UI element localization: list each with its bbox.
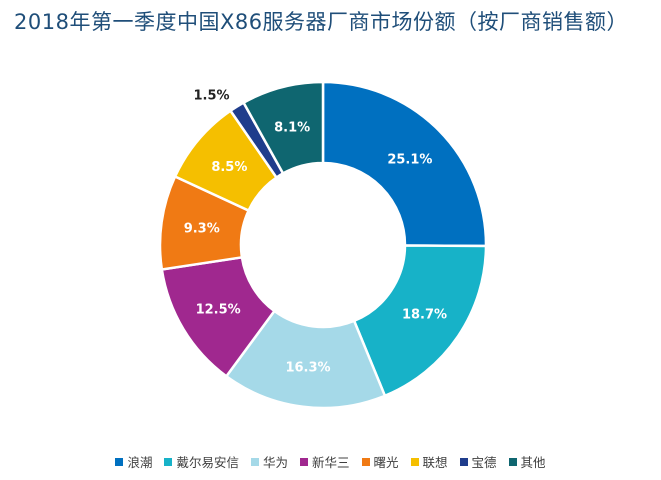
legend-item: 戴尔易安信 [164,452,239,471]
slice-value-label: 8.5% [211,160,247,175]
legend-item: 其他 [508,452,546,471]
legend-label: 戴尔易安信 [176,455,239,470]
slice-value-label: 18.7% [402,308,447,323]
legend-swatch [299,457,308,466]
slice-value-label: 16.3% [285,361,330,376]
chart-title: 2018年第一季度中国X86服务器厂商市场份额（按厂商销售额） [14,10,629,34]
legend-swatch [164,457,173,466]
legend-item: 华为 [250,452,288,471]
chart-legend: 浪潮 戴尔易安信 华为 新华三 曙光 联想 宝德 其他 [0,452,661,471]
legend-item: 新华三 [299,452,350,471]
legend-label: 宝德 [471,455,497,470]
legend-swatch [115,457,124,466]
legend-swatch [508,457,517,466]
legend-item: 宝德 [459,452,497,471]
legend-swatch [410,457,419,466]
donut-slice-8 [241,80,325,176]
legend-swatch [459,457,468,466]
legend-label: 联想 [422,455,448,470]
legend-label: 其他 [520,455,546,470]
legend-swatch [250,457,259,466]
legend-label: 华为 [262,455,288,470]
slice-value-label: 9.3% [184,222,220,237]
legend-label: 曙光 [373,455,399,470]
legend-label: 新华三 [311,455,350,470]
slice-value-label: 12.5% [196,302,241,317]
slice-value-label: 25.1% [387,153,432,168]
donut-slice-1 [321,80,488,248]
legend-item: 曙光 [361,452,399,471]
legend-swatch [361,457,370,466]
legend-label: 浪潮 [127,455,153,470]
donut-slice-2 [352,244,488,398]
legend-item: 联想 [410,452,448,471]
slice-value-label: 8.1% [274,120,310,135]
slice-value-label: 1.5% [194,89,230,104]
legend-item: 浪潮 [115,452,152,471]
